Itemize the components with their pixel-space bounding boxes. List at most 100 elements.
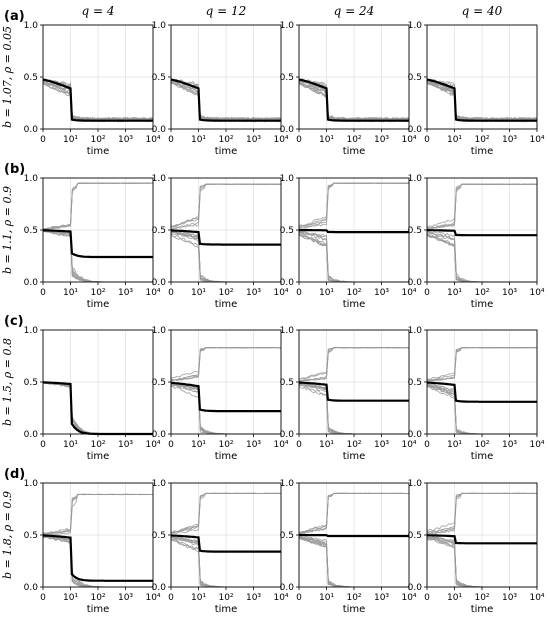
y-tick-label: 1.0 <box>24 479 39 489</box>
x-tick-label: 10⁴ <box>273 288 288 298</box>
y-tick-label: 0.5 <box>280 531 294 541</box>
y-tick-label: 0.0 <box>152 278 167 288</box>
realization-line <box>42 493 154 534</box>
subplot: 0 10¹ 10² 10³ 10⁴ 0.0 0.5 1.0 time <box>24 479 161 615</box>
realization-line <box>298 182 410 228</box>
subplot: 0 10¹ 10² 10³ 10⁴ 0.0 0.5 1.0 time <box>408 479 545 615</box>
x-tick-label: 10³ <box>374 440 389 450</box>
x-axis-label: time <box>343 604 366 615</box>
y-tick-label: 0.0 <box>408 583 423 593</box>
subplot: 0 10¹ 10² 10³ 10⁴ 0.0 0.5 1.0 time <box>152 326 289 462</box>
x-tick-label: 10² <box>346 593 361 603</box>
x-tick-label: 10² <box>90 288 105 298</box>
x-tick-label: 0 <box>296 288 302 298</box>
mean-line <box>426 534 537 545</box>
y-tick-label: 0.5 <box>152 531 166 541</box>
y-tick-label: 0.5 <box>24 531 38 541</box>
x-tick-label: 10³ <box>502 135 517 145</box>
y-tick-label: 1.0 <box>280 21 295 31</box>
realization-line <box>426 492 538 533</box>
mean-line <box>427 381 537 403</box>
x-tick-label: 0 <box>296 440 302 450</box>
x-tick-label: 10¹ <box>447 288 462 298</box>
realization-line <box>426 183 538 230</box>
y-tick-label: 1.0 <box>408 326 423 336</box>
realization-line <box>42 182 154 230</box>
y-tick-label: 0.0 <box>280 583 295 593</box>
x-tick-label: 0 <box>168 288 174 298</box>
x-tick-label: 10⁴ <box>273 135 288 145</box>
x-tick-label: 10⁴ <box>529 288 544 298</box>
x-tick-label: 10¹ <box>319 135 334 145</box>
x-tick-label: 10³ <box>502 593 517 603</box>
x-tick-label: 0 <box>40 440 46 450</box>
x-tick-label: 10¹ <box>191 135 206 145</box>
x-axis-label: time <box>87 451 110 462</box>
y-tick-label: 0.5 <box>24 226 38 236</box>
x-tick-label: 0 <box>40 135 46 145</box>
y-tick-label: 0.5 <box>152 378 166 388</box>
x-tick-label: 10¹ <box>447 593 462 603</box>
row-label: b = 1.5, ρ = 0.8 <box>1 338 14 426</box>
mean-line <box>298 381 409 402</box>
y-tick-label: 1.0 <box>408 174 423 184</box>
y-tick-label: 0.5 <box>24 73 38 83</box>
x-tick-label: 10¹ <box>63 288 78 298</box>
subplot: 0 10¹ 10² 10³ 10⁴ 0.0 0.5 1.0 time <box>408 21 545 157</box>
mean-line <box>170 229 281 246</box>
y-tick-label: 1.0 <box>24 174 39 184</box>
x-tick-label: 10² <box>474 135 489 145</box>
x-axis-label: time <box>215 299 238 310</box>
mean-line <box>43 229 153 259</box>
y-tick-label: 1.0 <box>280 326 295 336</box>
y-tick-label: 0.5 <box>152 226 166 236</box>
subplot: 0 10¹ 10² 10³ 10⁴ 0.0 0.5 1.0 time <box>24 174 161 310</box>
x-tick-label: 10³ <box>374 135 389 145</box>
subplot: 0 10¹ 10² 10³ 10⁴ 0.0 0.5 1.0 time <box>280 174 417 310</box>
y-tick-label: 0.0 <box>408 430 423 440</box>
mean-line <box>426 78 537 122</box>
y-tick-label: 0.0 <box>24 430 39 440</box>
x-tick-label: 10³ <box>502 288 517 298</box>
x-tick-label: 0 <box>168 135 174 145</box>
x-tick-label: 10¹ <box>63 135 78 145</box>
column-title: q = 24 <box>334 4 375 18</box>
x-axis-label: time <box>343 451 366 462</box>
mean-line <box>299 533 409 538</box>
mean-line <box>299 229 409 234</box>
x-tick-label: 10⁴ <box>145 593 160 603</box>
x-tick-label: 10¹ <box>191 440 206 450</box>
x-tick-label: 10⁴ <box>273 440 288 450</box>
x-tick-label: 10³ <box>374 288 389 298</box>
x-tick-label: 10² <box>218 440 233 450</box>
x-tick-label: 0 <box>424 440 430 450</box>
x-tick-label: 10² <box>346 288 361 298</box>
x-tick-label: 10³ <box>246 593 261 603</box>
x-tick-label: 10⁴ <box>529 593 544 603</box>
x-tick-label: 10² <box>218 135 233 145</box>
row-label: b = 1.07, ρ = 0.05 <box>1 26 14 128</box>
mean-line <box>426 229 537 237</box>
subplot: 0 10¹ 10² 10³ 10⁴ 0.0 0.5 1.0 time <box>280 21 417 157</box>
subplot: 0 10¹ 10² 10³ 10⁴ 0.0 0.5 1.0 time <box>24 21 161 157</box>
x-axis-label: time <box>87 299 110 310</box>
x-tick-label: 10¹ <box>191 593 206 603</box>
x-tick-label: 10¹ <box>319 440 334 450</box>
x-tick-label: 10¹ <box>63 593 78 603</box>
x-tick-label: 10³ <box>246 440 261 450</box>
realization-line <box>426 346 538 381</box>
y-tick-label: 0.0 <box>152 430 167 440</box>
x-tick-label: 10⁴ <box>273 593 288 603</box>
x-axis-label: time <box>471 451 494 462</box>
x-tick-label: 10³ <box>118 593 133 603</box>
x-tick-label: 10¹ <box>319 593 334 603</box>
x-tick-label: 10³ <box>502 440 517 450</box>
mean-line <box>42 78 153 122</box>
x-axis-label: time <box>215 451 238 462</box>
y-tick-label: 1.0 <box>24 21 39 31</box>
y-tick-label: 0.5 <box>24 378 38 388</box>
x-tick-label: 10⁴ <box>529 440 544 450</box>
subplot: 0 10¹ 10² 10³ 10⁴ 0.0 0.5 1.0 time <box>408 174 545 310</box>
panel-label: (d) <box>4 467 25 482</box>
subplot: 0 10¹ 10² 10³ 10⁴ 0.0 0.5 1.0 time <box>24 326 161 462</box>
